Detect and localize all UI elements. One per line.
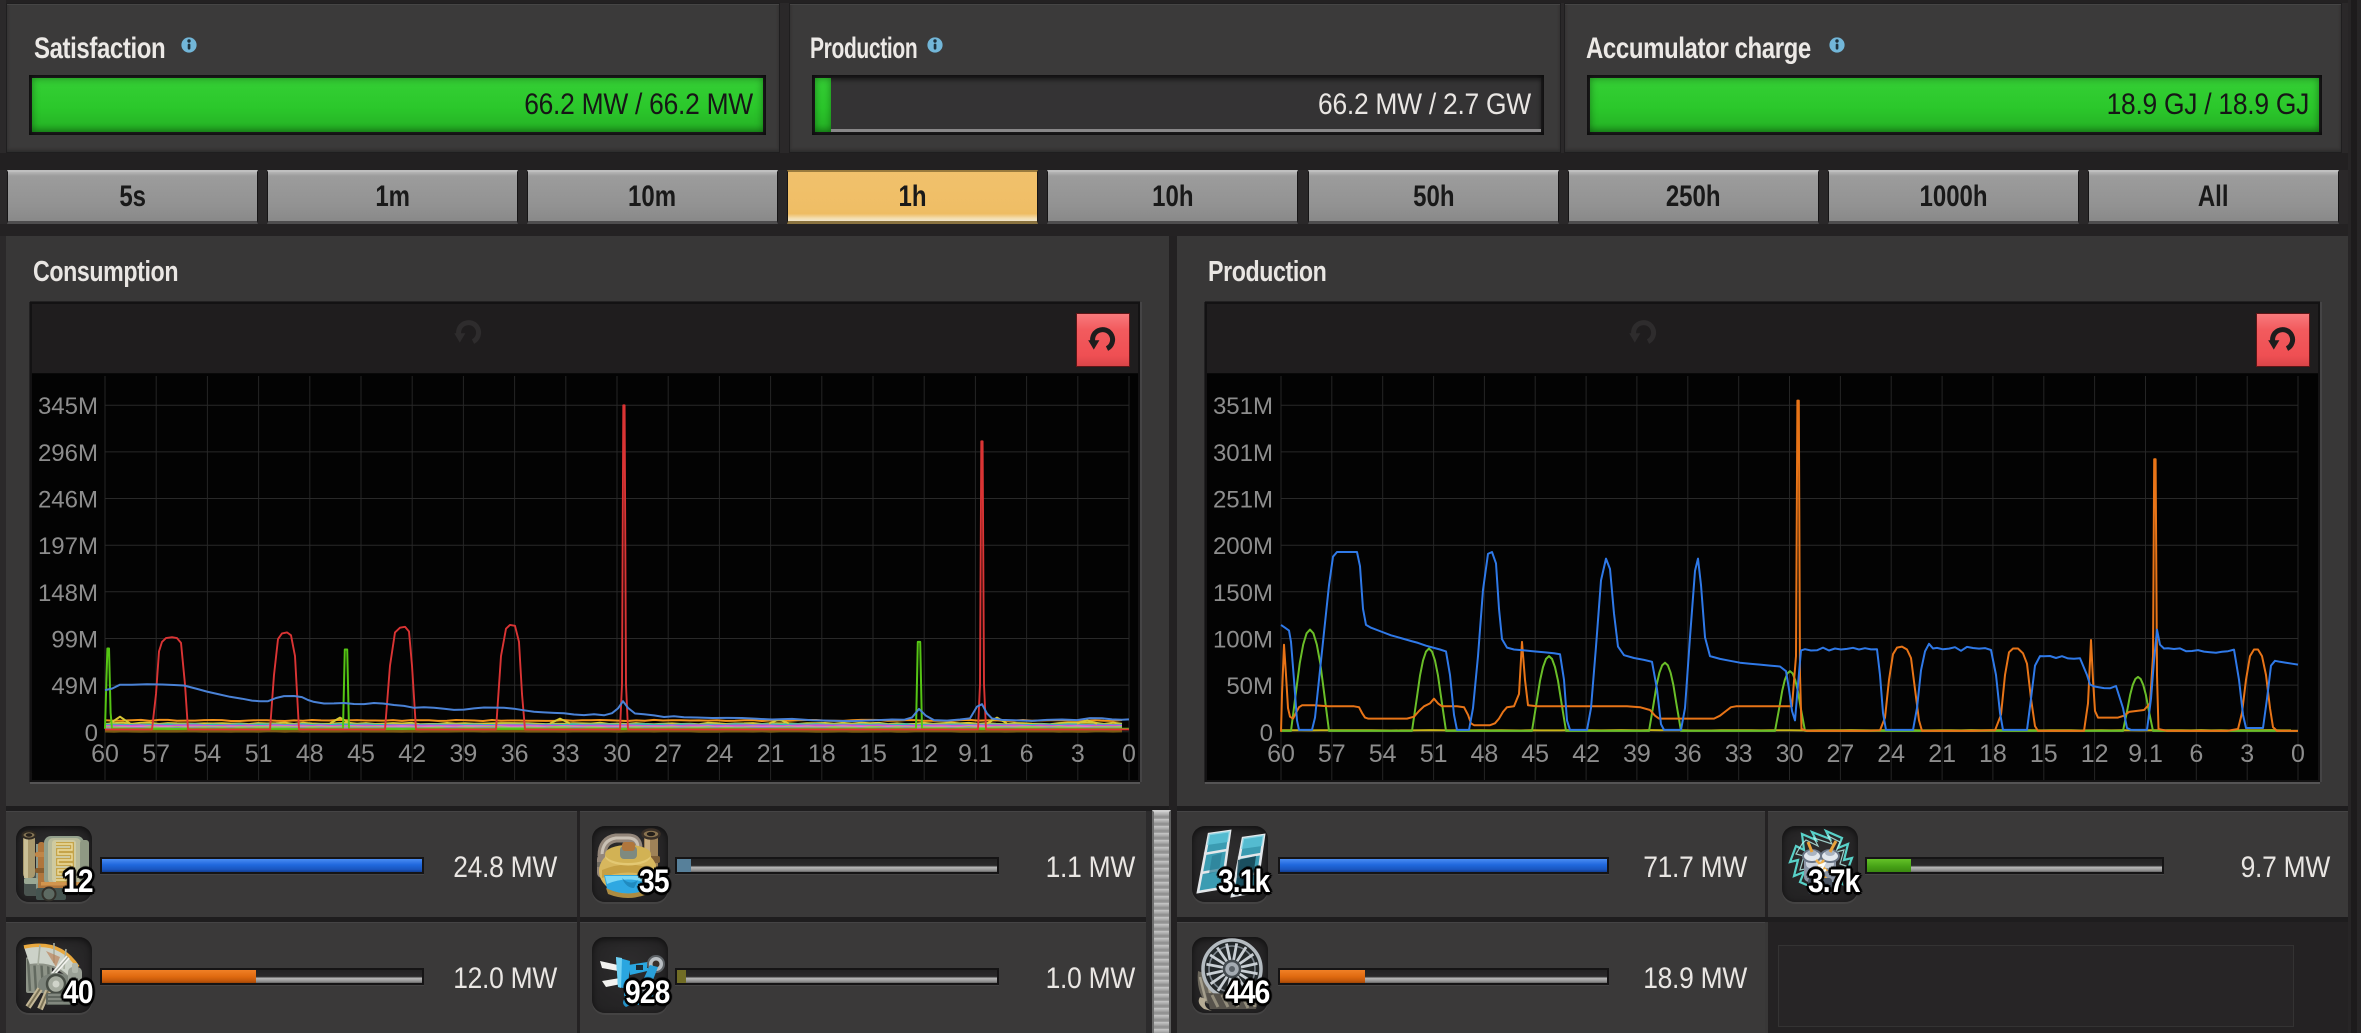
svg-text:197M: 197M [38,533,98,560]
svg-text:0: 0 [2291,740,2305,768]
svg-text:57: 57 [1318,740,1346,768]
svg-text:246M: 246M [38,487,98,514]
svg-text:18: 18 [808,740,836,768]
svg-text:9.1: 9.1 [958,740,993,768]
svg-text:48: 48 [1470,740,1498,768]
svg-text:27: 27 [654,740,682,768]
svg-text:148M: 148M [38,580,98,607]
svg-text:51: 51 [1420,740,1448,768]
svg-text:0: 0 [1122,740,1136,768]
svg-text:42: 42 [1572,740,1600,768]
svg-text:15: 15 [2030,740,2058,768]
svg-text:30: 30 [603,740,631,768]
svg-text:0: 0 [85,720,98,747]
svg-text:3: 3 [2240,740,2254,768]
svg-text:54: 54 [193,740,221,768]
svg-text:3: 3 [1071,740,1085,768]
svg-text:21: 21 [1928,740,1956,768]
svg-text:49M: 49M [51,673,98,700]
svg-text:30: 30 [1776,740,1804,768]
svg-text:100M: 100M [1213,627,1273,654]
svg-text:6: 6 [2189,740,2203,768]
svg-text:33: 33 [1725,740,1753,768]
svg-text:0: 0 [1260,720,1273,747]
svg-text:99M: 99M [51,627,98,654]
svg-text:27: 27 [1826,740,1854,768]
svg-text:33: 33 [552,740,580,768]
svg-text:21: 21 [757,740,785,768]
svg-text:50M: 50M [1226,673,1273,700]
svg-text:54: 54 [1369,740,1397,768]
svg-text:24: 24 [1877,740,1905,768]
svg-text:36: 36 [501,740,529,768]
svg-text:39: 39 [1623,740,1651,768]
svg-text:9.1: 9.1 [2128,740,2163,768]
svg-text:57: 57 [142,740,170,768]
svg-text:24: 24 [705,740,733,768]
svg-text:251M: 251M [1213,487,1273,514]
svg-text:60: 60 [91,740,119,768]
svg-text:48: 48 [296,740,324,768]
svg-text:150M: 150M [1213,580,1273,607]
svg-text:60: 60 [1267,740,1295,768]
svg-text:301M: 301M [1213,440,1273,467]
svg-text:36: 36 [1674,740,1702,768]
svg-text:12: 12 [2081,740,2109,768]
svg-text:45: 45 [347,740,375,768]
svg-text:18: 18 [1979,740,2007,768]
svg-text:51: 51 [245,740,273,768]
svg-text:12: 12 [910,740,938,768]
svg-text:296M: 296M [38,440,98,467]
svg-text:39: 39 [449,740,477,768]
svg-text:6: 6 [1020,740,1034,768]
svg-text:200M: 200M [1213,533,1273,560]
svg-text:345M: 345M [38,393,98,420]
svg-text:45: 45 [1521,740,1549,768]
svg-text:42: 42 [398,740,426,768]
svg-text:15: 15 [859,740,887,768]
svg-text:351M: 351M [1213,393,1273,420]
